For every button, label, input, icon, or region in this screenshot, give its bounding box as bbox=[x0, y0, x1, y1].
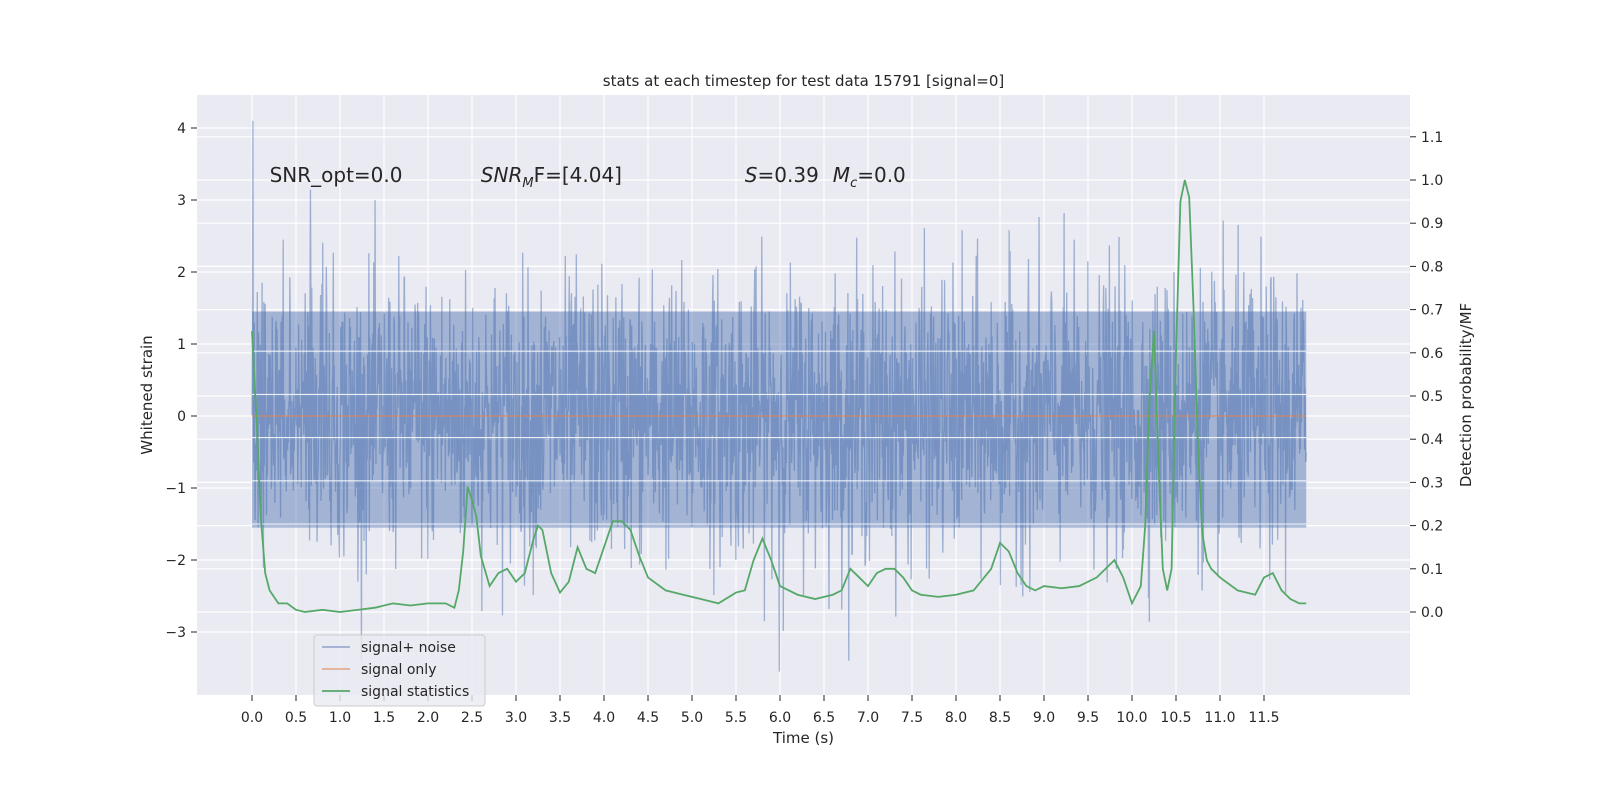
y2-tick-label-4: 0.4 bbox=[1421, 432, 1443, 448]
x-tick-label-16: 8.0 bbox=[945, 710, 967, 726]
y2-tick-label-6: 0.6 bbox=[1421, 346, 1443, 362]
x-tick-label-13: 6.5 bbox=[813, 710, 835, 726]
y2-axis-label: Detection probability/MF bbox=[1457, 303, 1475, 487]
annotation-1-subscript: M bbox=[522, 176, 533, 191]
y2-tick-label-9: 0.9 bbox=[1421, 216, 1443, 232]
annotation-3-value: =0.0 bbox=[857, 163, 906, 187]
y2-tick-label-7: 0.7 bbox=[1421, 303, 1443, 319]
x-tick-label-5: 2.5 bbox=[461, 710, 483, 726]
x-tick-label-15: 7.5 bbox=[901, 710, 923, 726]
x-tick-label-4: 2.0 bbox=[417, 710, 439, 726]
noise-core-band bbox=[252, 311, 1307, 528]
y-tick-label-6: 3 bbox=[177, 193, 186, 209]
legend-label-1: signal only bbox=[361, 662, 436, 678]
y-axis-label: Whitened strain bbox=[138, 335, 156, 454]
ticks: 0.0 0.5 1.0 1.5 2.0 2.5 3.0 3.5 4.0 4.5 5.0 5.5 6.0 6… bbox=[165, 121, 1443, 726]
annotation-1-symbol: SNR bbox=[481, 163, 523, 187]
x-tick-label-2: 1.0 bbox=[329, 710, 351, 726]
annotations: SNR_opt=0.0 SNRMF=[4.04] S=0.39 Mc=0.0 bbox=[270, 163, 906, 191]
y2-tick-label-3: 0.3 bbox=[1421, 475, 1443, 491]
annotation-3-subscript: c bbox=[850, 176, 857, 191]
x-tick-label-12: 6.0 bbox=[769, 710, 791, 726]
y-tick-label-0: −3 bbox=[165, 625, 186, 641]
x-tick-label-19: 9.5 bbox=[1077, 710, 1099, 726]
y-tick-label-1: −2 bbox=[165, 553, 186, 569]
x-tick-label-7: 3.5 bbox=[549, 710, 571, 726]
x-tick-label-22: 11.0 bbox=[1204, 710, 1235, 726]
series-signal-noise bbox=[251, 120, 1307, 672]
y2-tick-label-10: 1.0 bbox=[1421, 173, 1443, 189]
legend-label-0: signal+ noise bbox=[361, 640, 456, 656]
y2-tick-label-0: 0.0 bbox=[1421, 605, 1443, 621]
x-tick-label-1: 0.5 bbox=[285, 710, 307, 726]
x-tick-label-23: 11.5 bbox=[1248, 710, 1279, 726]
y2-tick-label-1: 0.1 bbox=[1421, 562, 1443, 578]
series-signal-statistics bbox=[251, 179, 1307, 613]
x-tick-label-9: 4.5 bbox=[637, 710, 659, 726]
legend-box bbox=[313, 634, 486, 707]
y2-tick-label-5: 0.5 bbox=[1421, 389, 1443, 405]
x-tick-label-6: 3.0 bbox=[505, 710, 527, 726]
x-tick-label-0: 0.0 bbox=[241, 710, 263, 726]
x-axis-label: Time (s) bbox=[772, 729, 834, 747]
x-tick-label-20: 10.0 bbox=[1116, 710, 1147, 726]
annotation-2-value: =0.39 bbox=[758, 163, 819, 187]
x-tick-label-14: 7.0 bbox=[857, 710, 879, 726]
x-tick-label-21: 10.5 bbox=[1160, 710, 1191, 726]
x-tick-label-18: 9.0 bbox=[1033, 710, 1055, 726]
annotation-2-symbol: S bbox=[745, 163, 758, 187]
y2-tick-label-8: 0.8 bbox=[1421, 259, 1443, 275]
annotation-0: SNR_opt=0.0 bbox=[270, 163, 403, 187]
annotation-2: S=0.39 bbox=[745, 163, 819, 187]
annotation-3: Mc=0.0 bbox=[833, 163, 906, 191]
y-tick-label-3: 0 bbox=[177, 409, 186, 425]
x-tick-label-8: 4.0 bbox=[593, 710, 615, 726]
legend-label-2: signal statistics bbox=[361, 684, 469, 700]
annotation-1: SNRMF=[4.04] bbox=[481, 163, 622, 191]
legend: signal+ noise signal only signal statistic… bbox=[313, 634, 486, 707]
annotation-3-symbol: M bbox=[833, 163, 850, 187]
x-tick-label-3: 1.5 bbox=[373, 710, 395, 726]
y-tick-label-5: 2 bbox=[177, 265, 186, 281]
signal-statistics-line bbox=[251, 179, 1307, 613]
y2-tick-label-2: 0.2 bbox=[1421, 519, 1443, 535]
y-tick-label-2: −1 bbox=[165, 481, 186, 497]
y2-tick-label-11: 1.1 bbox=[1421, 130, 1443, 146]
chart-title: stats at each timestep for test data 157… bbox=[603, 72, 1004, 90]
y-tick-label-7: 4 bbox=[177, 121, 186, 137]
y-tick-label-4: 1 bbox=[177, 337, 186, 353]
x-tick-label-10: 5.0 bbox=[681, 710, 703, 726]
x-tick-label-17: 8.5 bbox=[989, 710, 1011, 726]
noise-trace bbox=[251, 120, 1307, 672]
annotation-1-value: F=[4.04] bbox=[534, 163, 622, 187]
x-tick-label-11: 5.5 bbox=[725, 710, 747, 726]
